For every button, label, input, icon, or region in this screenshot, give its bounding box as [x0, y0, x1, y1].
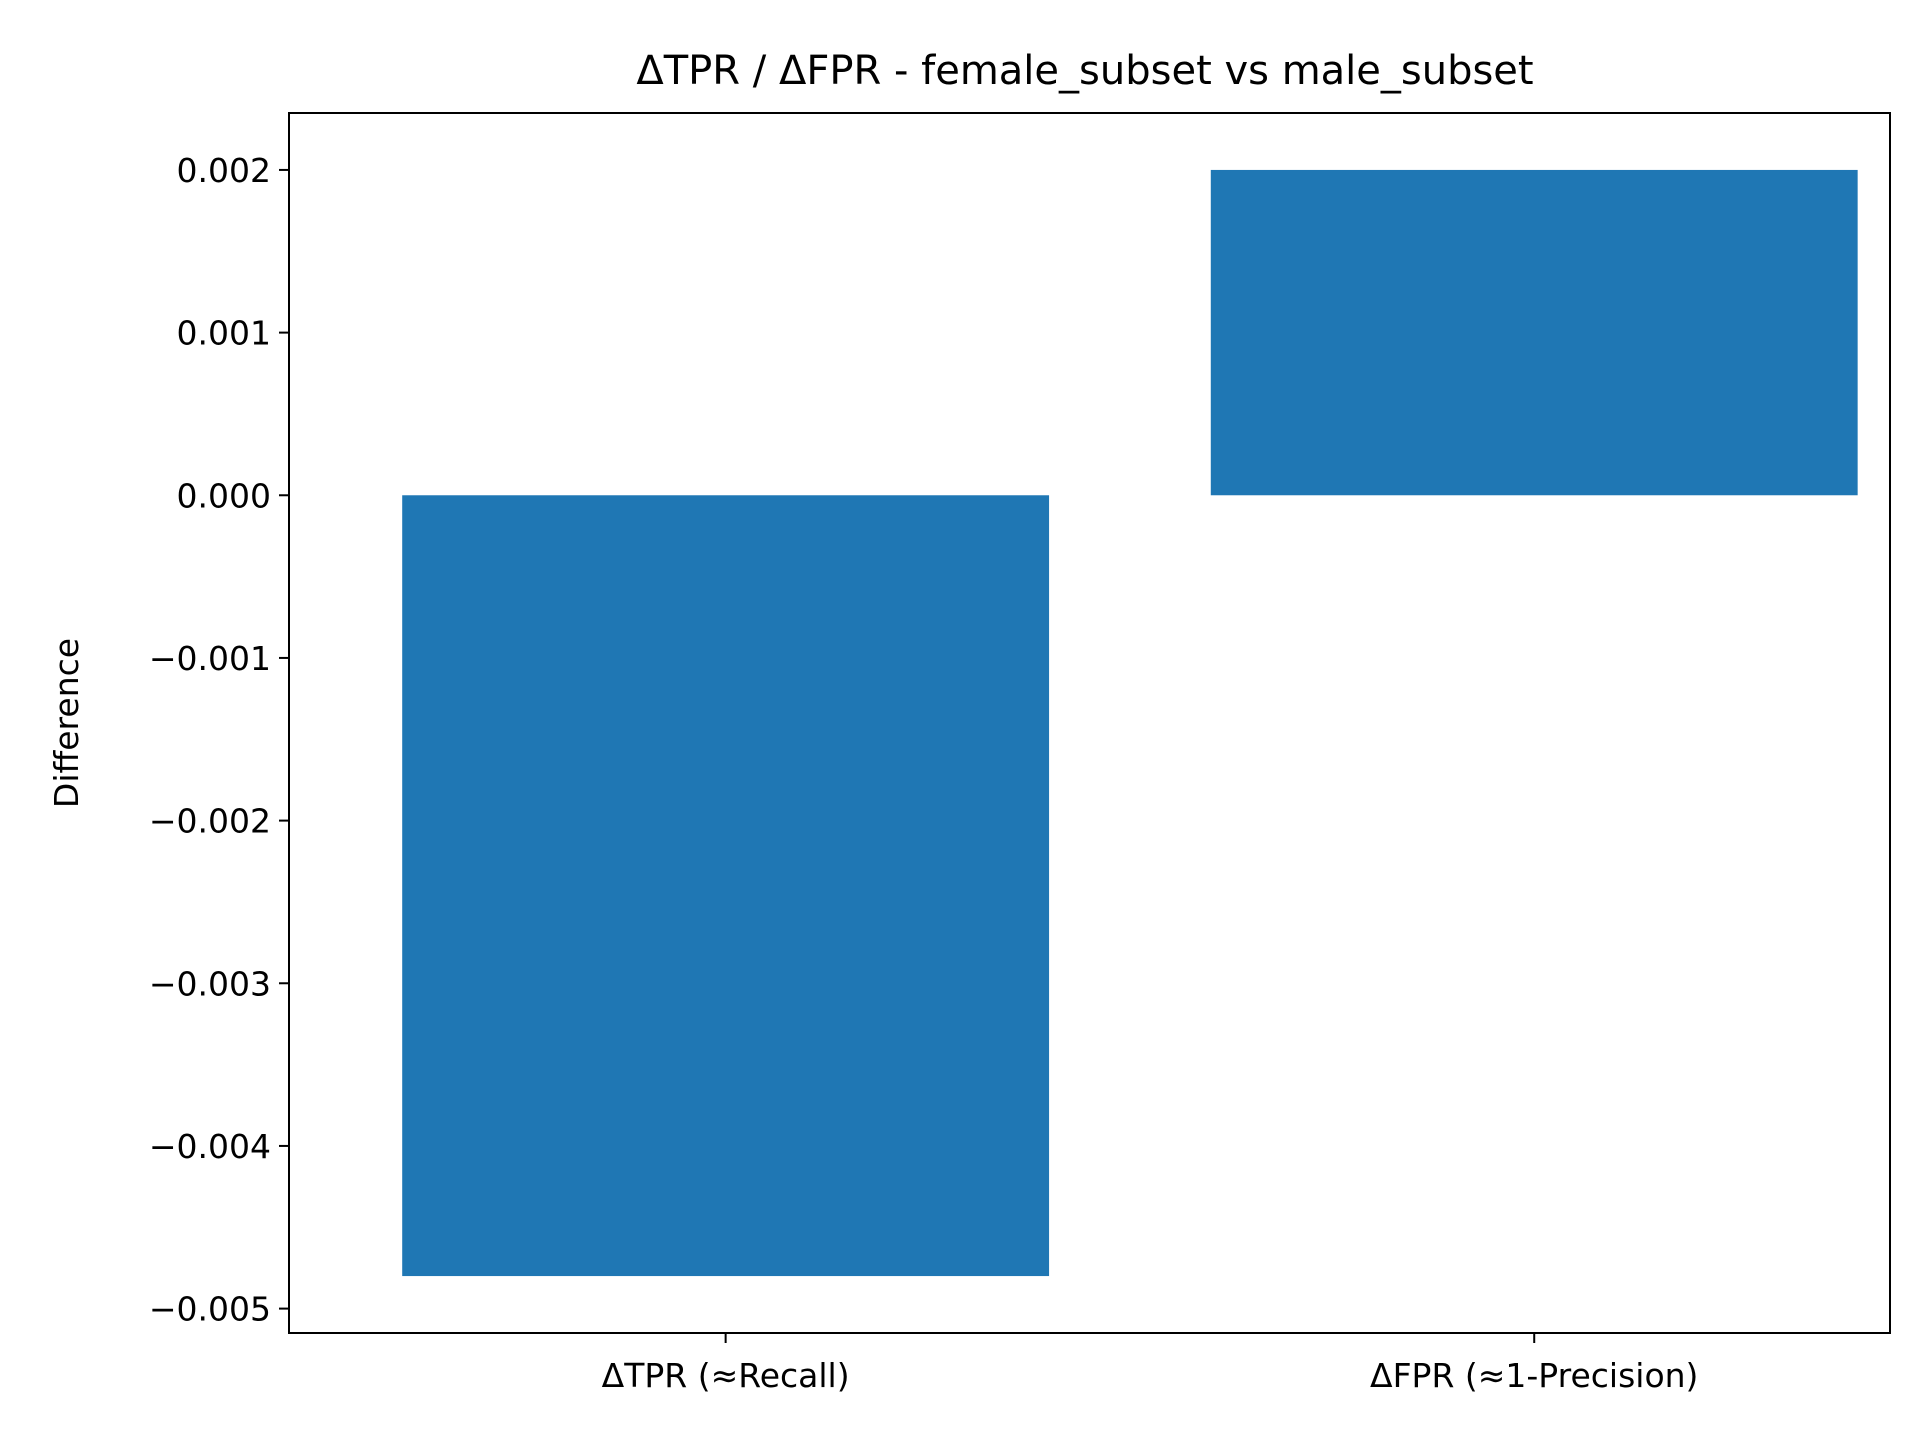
x-axis-ticks: ΔTPR (≈Recall) ΔFPR (≈1-Precision): [602, 1333, 1698, 1395]
y-tick-label: −0.001: [149, 639, 271, 678]
plot-frame: [288, 112, 1891, 1334]
bar-0: [402, 495, 1050, 1277]
x-tick-label: ΔFPR (≈1-Precision): [1370, 1356, 1698, 1395]
y-axis-ticks: 0.002 0.001 0.000 −0.001 −0.002 −0.003 −0.004 −…: [149, 151, 289, 1329]
y-tick-label: −0.002: [149, 802, 271, 841]
bars-group: [402, 169, 1858, 1277]
chart-title: ΔTPR / ΔFPR - female_subset vs male_subs…: [636, 48, 1533, 94]
y-axis-label: Difference: [47, 638, 86, 808]
y-tick-label: 0.000: [177, 476, 271, 515]
x-tick-label: ΔTPR (≈Recall): [602, 1356, 850, 1395]
y-tick-label: 0.001: [177, 314, 271, 353]
bar-1: [1210, 169, 1858, 496]
y-tick-label: −0.005: [149, 1290, 271, 1329]
y-tick-label: 0.002: [177, 151, 271, 190]
y-tick-label: −0.003: [149, 964, 271, 1003]
y-tick-label: −0.004: [149, 1127, 271, 1166]
